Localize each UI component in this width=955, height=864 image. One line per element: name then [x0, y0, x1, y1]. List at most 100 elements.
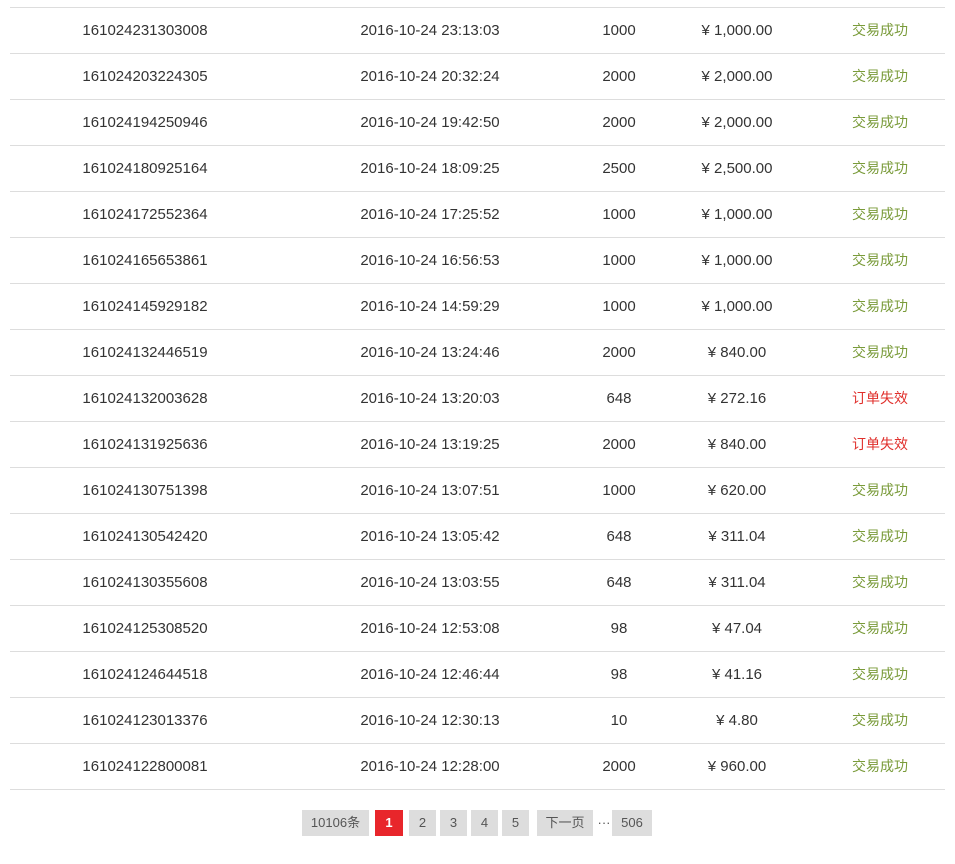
order-status: 交易成功: [852, 252, 908, 268]
order-time: 2016-10-24 13:05:42: [360, 528, 500, 545]
order-id: 161024231303008: [82, 22, 208, 39]
order-id: 161024125308520: [82, 620, 208, 637]
table-row: 161024130542420 2016-10-24 13:05:42 648 ¥ 3…: [10, 514, 945, 560]
table-row: 161024231303008 2016-10-24 23:13:03 1000 ¥ …: [10, 8, 945, 54]
order-status: 交易成功: [852, 22, 908, 38]
order-amount: ¥ 41.16: [711, 666, 763, 683]
order-time: 2016-10-24 20:32:24: [360, 68, 500, 85]
pagination-page-2[interactable]: 2: [409, 810, 436, 836]
order-amount: ¥ 620.00: [707, 482, 767, 499]
order-time: 2016-10-24 17:25:52: [360, 206, 500, 223]
table-row: 161024145929182 2016-10-24 14:59:29 1000 ¥ …: [10, 284, 945, 330]
order-amount: ¥ 840.00: [707, 436, 767, 453]
pagination-next-button[interactable]: 下一页: [537, 810, 593, 836]
order-amount: ¥ 960.00: [707, 758, 767, 775]
table-row: 161024130355608 2016-10-24 13:03:55 648 ¥ 3…: [10, 560, 945, 606]
order-id: 161024203224305: [82, 68, 208, 85]
order-id: 161024123013376: [82, 712, 208, 729]
order-quantity: 648: [606, 528, 632, 545]
order-amount: ¥ 1,000.00: [701, 22, 773, 39]
order-status: 交易成功: [852, 344, 908, 360]
order-status: 交易成功: [852, 620, 908, 636]
table-row: 161024132446519 2016-10-24 13:24:46 2000 ¥ …: [10, 330, 945, 376]
order-status: 交易成功: [852, 758, 908, 774]
order-amount: ¥ 1,000.00: [701, 252, 773, 269]
order-status: 订单失效: [852, 436, 908, 452]
order-id: 161024124644518: [82, 666, 208, 683]
order-status: 交易成功: [852, 482, 908, 498]
order-status: 交易成功: [852, 528, 908, 544]
pagination-page-1-current[interactable]: 1: [375, 810, 403, 836]
order-time: 2016-10-24 13:24:46: [360, 344, 500, 361]
order-time: 2016-10-24 12:46:44: [360, 666, 500, 683]
order-status: 交易成功: [852, 666, 908, 682]
order-quantity: 98: [610, 620, 628, 637]
order-quantity: 648: [606, 390, 632, 407]
pagination-page-4[interactable]: 4: [471, 810, 498, 836]
order-id: 161024130542420: [82, 528, 208, 545]
order-status: 交易成功: [852, 298, 908, 314]
order-id: 161024165653861: [82, 252, 208, 269]
order-status: 交易成功: [852, 114, 908, 130]
order-amount: ¥ 47.04: [711, 620, 763, 637]
order-quantity: 1000: [602, 206, 636, 223]
table-row: 161024203224305 2016-10-24 20:32:24 2000 ¥ …: [10, 54, 945, 100]
order-id: 161024130751398: [82, 482, 208, 499]
table-row: 161024165653861 2016-10-24 16:56:53 1000 ¥ …: [10, 238, 945, 284]
order-amount: ¥ 4.80: [716, 712, 758, 729]
order-status: 订单失效: [852, 390, 908, 406]
order-quantity: 1000: [602, 252, 636, 269]
order-time: 2016-10-24 12:28:00: [360, 758, 500, 775]
order-quantity: 1000: [602, 482, 636, 499]
order-amount: ¥ 2,000.00: [701, 114, 773, 131]
pagination-ellipsis: ···: [597, 815, 611, 830]
order-quantity: 98: [610, 666, 628, 683]
table-row: 161024122800081 2016-10-24 12:28:00 2000 ¥ …: [10, 744, 945, 790]
order-amount: ¥ 311.04: [708, 574, 766, 591]
order-time: 2016-10-24 12:30:13: [360, 712, 500, 729]
order-time: 2016-10-24 13:19:25: [360, 436, 500, 453]
table-row: 161024130751398 2016-10-24 13:07:51 1000 ¥ …: [10, 468, 945, 514]
order-status: 交易成功: [852, 712, 908, 728]
order-id: 161024194250946: [82, 114, 208, 131]
pagination-page-3[interactable]: 3: [440, 810, 467, 836]
order-time: 2016-10-24 14:59:29: [360, 298, 500, 315]
order-amount: ¥ 1,000.00: [701, 298, 773, 315]
pagination: 10106条 1 2 3 4 5 下一页 ··· 506: [0, 810, 955, 836]
order-id: 161024132446519: [82, 344, 208, 361]
pagination-last-page[interactable]: 506: [612, 810, 652, 836]
order-time: 2016-10-24 23:13:03: [360, 22, 500, 39]
order-quantity: 2500: [602, 160, 636, 177]
order-id: 161024172552364: [82, 206, 208, 223]
table-row: 161024124644518 2016-10-24 12:46:44 98 ¥ 41…: [10, 652, 945, 698]
table-row: 161024132003628 2016-10-24 13:20:03 648 ¥ 2…: [10, 376, 945, 422]
table-row: 161024131925636 2016-10-24 13:19:25 2000 ¥ …: [10, 422, 945, 468]
order-quantity: 10: [610, 712, 628, 729]
order-id: 161024122800081: [82, 758, 208, 775]
pagination-page-5[interactable]: 5: [502, 810, 529, 836]
order-quantity: 2000: [602, 344, 636, 361]
order-amount: ¥ 311.04: [708, 528, 766, 545]
order-time: 2016-10-24 13:03:55: [360, 574, 500, 591]
order-quantity: 2000: [602, 436, 636, 453]
order-amount: ¥ 272.16: [707, 390, 767, 407]
order-time: 2016-10-24 18:09:25: [360, 160, 500, 177]
order-quantity: 648: [606, 574, 632, 591]
order-quantity: 1000: [602, 22, 636, 39]
order-time: 2016-10-24 16:56:53: [360, 252, 500, 269]
order-status: 交易成功: [852, 68, 908, 84]
order-quantity: 2000: [602, 758, 636, 775]
order-time: 2016-10-24 19:42:50: [360, 114, 500, 131]
table-row: 161024125308520 2016-10-24 12:53:08 98 ¥ 47…: [10, 606, 945, 652]
order-amount: ¥ 2,000.00: [701, 68, 773, 85]
order-quantity: 1000: [602, 298, 636, 315]
table-row: 161024123013376 2016-10-24 12:30:13 10 ¥ 4.…: [10, 698, 945, 744]
table-row: 161024180925164 2016-10-24 18:09:25 2500 ¥ …: [10, 146, 945, 192]
order-status: 交易成功: [852, 574, 908, 590]
order-amount: ¥ 840.00: [707, 344, 767, 361]
order-status: 交易成功: [852, 206, 908, 222]
order-quantity: 2000: [602, 114, 636, 131]
table-row: 161024194250946 2016-10-24 19:42:50 2000 ¥ …: [10, 100, 945, 146]
order-time: 2016-10-24 13:07:51: [360, 482, 500, 499]
pagination-total-count: 10106条: [302, 810, 369, 836]
